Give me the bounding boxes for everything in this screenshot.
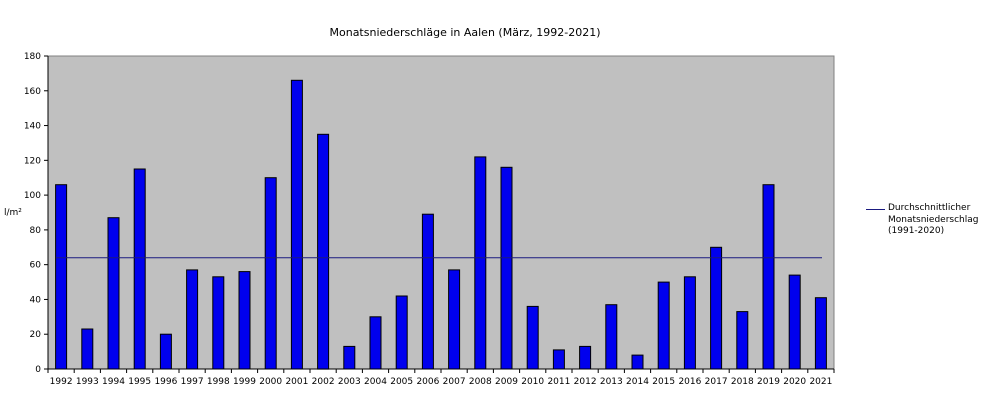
- y-tick-label: 40: [30, 295, 42, 305]
- bar-2002: [317, 133, 330, 370]
- x-tick-label: 2006: [416, 377, 439, 387]
- bar-2004: [369, 316, 382, 370]
- bar-2015: [657, 281, 670, 370]
- bar-2007: [448, 269, 461, 370]
- x-tick-label: 2004: [364, 377, 387, 387]
- bar-2011: [552, 349, 565, 370]
- bar-2016: [683, 276, 696, 370]
- y-tick-label: 60: [30, 261, 42, 271]
- bar-2006: [421, 213, 434, 370]
- y-tick-label: 120: [24, 156, 41, 166]
- y-tick-label: 160: [24, 87, 41, 97]
- x-tick-label: 2016: [678, 377, 701, 387]
- bar-2012: [579, 345, 592, 370]
- plot-area: [47, 55, 835, 370]
- y-tick-label: 80: [30, 226, 42, 236]
- bar-1999: [238, 271, 251, 370]
- x-tick-label: 2019: [757, 377, 780, 387]
- y-tick-label: 140: [24, 122, 41, 132]
- y-tick-label: 20: [30, 330, 42, 340]
- x-tick-label: 2015: [652, 377, 675, 387]
- x-tick-label: 2010: [521, 377, 544, 387]
- x-tick-label: 2021: [809, 377, 832, 387]
- bar-1997: [186, 269, 199, 370]
- bar-2000: [264, 177, 277, 370]
- x-tick-label: 1993: [76, 377, 99, 387]
- x-tick-label: 2000: [259, 377, 282, 387]
- y-axis-label: l/m²: [4, 208, 22, 218]
- y-tick-label: 100: [24, 191, 41, 201]
- y-tick-label: 180: [24, 52, 41, 62]
- bar-2001: [290, 79, 303, 370]
- x-tick-label: 2017: [705, 377, 728, 387]
- x-tick-label: 2003: [338, 377, 361, 387]
- x-tick-label: 2020: [783, 377, 806, 387]
- x-tick-label: 2009: [495, 377, 518, 387]
- x-tick-label: 2012: [574, 377, 597, 387]
- x-tick-label: 2011: [547, 377, 570, 387]
- bar-1998: [212, 276, 225, 370]
- bar-2010: [526, 305, 539, 370]
- bar-2020: [788, 274, 801, 370]
- x-tick-label: 2002: [312, 377, 335, 387]
- x-tick-label: 1996: [154, 377, 177, 387]
- bar-1994: [107, 217, 120, 370]
- x-tick-label: 1999: [233, 377, 256, 387]
- bar-1992: [55, 184, 68, 370]
- x-tick-label: 2007: [443, 377, 466, 387]
- bar-1995: [133, 168, 146, 370]
- bar-2008: [474, 156, 487, 370]
- bar-2019: [762, 184, 775, 370]
- legend-line-swatch: [866, 209, 885, 210]
- x-tick-label: 2001: [285, 377, 308, 387]
- x-tick-label: 2018: [731, 377, 754, 387]
- bar-2018: [736, 311, 749, 370]
- x-tick-label: 1992: [50, 377, 73, 387]
- legend-label: Durchschnittlicher Monatsniederschlag (1…: [888, 203, 979, 236]
- bar-1993: [81, 328, 94, 370]
- bar-2014: [631, 354, 644, 370]
- x-tick-label: 1994: [102, 377, 125, 387]
- bar-2021: [814, 297, 827, 370]
- x-tick-label: 2005: [390, 377, 413, 387]
- x-tick-label: 2008: [469, 377, 492, 387]
- bar-2009: [500, 166, 513, 370]
- x-tick-label: 1997: [181, 377, 204, 387]
- y-tick-label: 0: [35, 365, 41, 375]
- chart-title: Monatsniederschläge in Aalen (März, 1992…: [329, 26, 601, 39]
- x-tick-label: 2013: [600, 377, 623, 387]
- x-tick-label: 1995: [128, 377, 151, 387]
- x-tick-label: 1998: [207, 377, 230, 387]
- bar-2013: [605, 304, 618, 370]
- bar-2005: [395, 295, 408, 370]
- bar-2003: [343, 345, 356, 370]
- bar-2017: [710, 246, 723, 370]
- bar-1996: [159, 333, 172, 370]
- x-tick-label: 2014: [626, 377, 649, 387]
